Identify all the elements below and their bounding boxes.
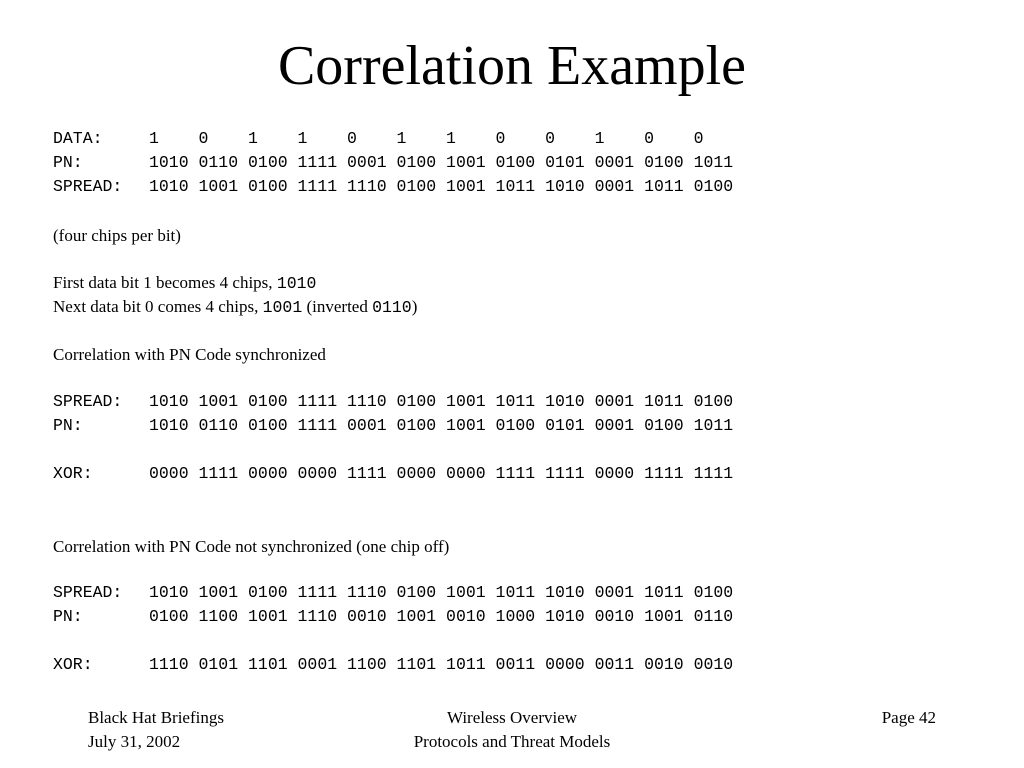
spread-row: SPREAD: 1010 1001 0100 1111 1110 0100 100… [53,176,733,198]
row-value: 0100 1100 1001 1110 0010 1001 0010 1000 … [149,607,734,626]
next-bit-end: ) [411,297,418,316]
row-label: XOR: [53,464,93,483]
footer-event: Black Hat Briefings [88,708,224,727]
unsync-pn-row: PN: 0100 1100 1001 1110 0010 1001 0010 10… [53,606,733,628]
footer-right: Page 42 [882,706,936,730]
row-value: 1010 1001 0100 1111 1110 0100 1001 1011 … [149,177,734,196]
footer-left: Black Hat Briefings July 31, 2002 [88,706,224,754]
row-value: 1010 0110 0100 1111 0001 0100 1001 0100 … [149,153,734,172]
sync-pn-row: PN: 1010 0110 0100 1111 0001 0100 1001 01… [53,415,733,437]
row-label: SPREAD: [53,392,123,411]
row-label: PN: [53,153,83,172]
slide-title: Correlation Example [277,35,747,97]
sync-heading: Correlation with PN Code synchronized [53,345,326,364]
row-value: 1010 1001 0100 1111 1110 0100 1001 1011 … [149,583,734,602]
unsync-heading: Correlation with PN Code not synchronize… [53,537,450,556]
unsync-spread-row: SPREAD: 1010 1001 0100 1111 1110 0100 100… [53,582,733,604]
footer-subtopic: Protocols and Threat Models [413,732,611,751]
next-bit-text: Next data bit 0 comes 4 chips, 1001 (inv… [53,296,417,318]
row-value: 0000 1111 0000 0000 1111 0000 0000 1111 … [149,464,734,483]
row-label: SPREAD: [53,583,123,602]
footer-center: Wireless Overview Protocols and Threat M… [362,706,662,754]
first-bit-label: First data bit 1 becomes 4 chips, [53,273,277,292]
chips-note: (four chips per bit) [53,226,181,245]
row-value: 1010 0110 0100 1111 0001 0100 1001 0100 … [149,416,734,435]
first-bit-code: 1010 [276,274,317,293]
footer-topic: Wireless Overview [446,708,578,727]
pn-row: PN: 1010 0110 0100 1111 0001 0100 1001 01… [53,152,733,174]
row-label: PN: [53,416,83,435]
sync-spread-row: SPREAD: 1010 1001 0100 1111 1110 0100 100… [53,391,733,413]
first-bit-text: First data bit 1 becomes 4 chips, 1010 [53,272,316,294]
row-label: XOR: [53,655,93,674]
row-value: 1110 0101 1101 0001 1100 1101 1011 0011 … [149,655,734,674]
row-label: SPREAD: [53,177,123,196]
sync-xor-row: XOR: 0000 1111 0000 0000 1111 0000 0000 1… [53,463,733,485]
next-bit-label: Next data bit 0 comes 4 chips, [53,297,263,316]
row-label: DATA: [53,129,103,148]
row-value: 1 0 1 1 0 1 1 0 0 1 0 0 [149,129,704,148]
data-row: DATA: 1 0 1 1 0 1 1 0 0 1 0 0 [53,128,704,150]
footer-date: July 31, 2002 [88,732,181,751]
page-number: Page 42 [881,708,936,727]
next-bit-code-inverted: 0110 [372,298,412,317]
row-value: 1010 1001 0100 1111 1110 0100 1001 1011 … [149,392,734,411]
next-bit-code: 1001 [262,298,303,317]
unsync-xor-row: XOR: 1110 0101 1101 0001 1100 1101 1011 0… [53,654,733,676]
next-bit-mid: (inverted [302,297,373,316]
row-label: PN: [53,607,83,626]
